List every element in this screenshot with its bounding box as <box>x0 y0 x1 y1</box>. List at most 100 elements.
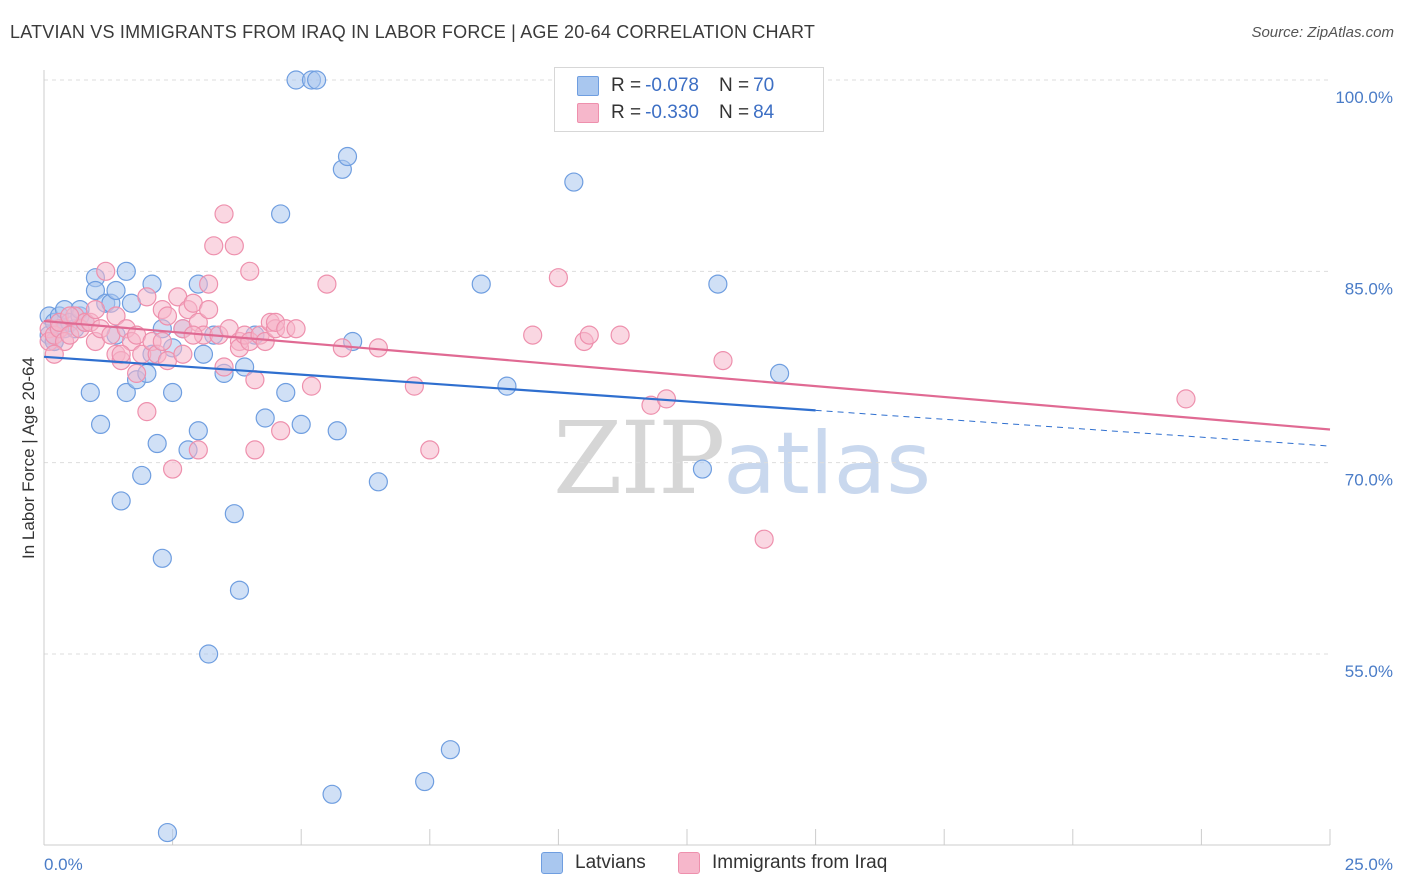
latvian-point <box>692 459 713 479</box>
iraq-point <box>163 459 183 479</box>
legend-row-latvians: R = -0.078 N = 70 <box>577 73 774 99</box>
iraq-point <box>214 357 234 377</box>
latvian-point <box>199 644 219 664</box>
iraq-point <box>199 300 219 320</box>
latvian-point <box>471 274 491 294</box>
iraq-point <box>523 325 543 345</box>
iraq-point <box>96 261 116 281</box>
iraq-point <box>152 331 172 352</box>
iraq-point <box>420 440 440 460</box>
latvian-point <box>116 382 136 403</box>
x-tick-label: 0.0% <box>44 855 83 874</box>
legend-row-iraq: R = -0.330 N = 84 <box>577 100 774 126</box>
iraq-point <box>1176 389 1196 409</box>
latvian-point <box>497 376 517 396</box>
legend-n-label: N = <box>718 102 750 123</box>
iraq-point <box>301 376 322 396</box>
legend-item-iraq: Immigrants from Iraq <box>678 852 887 874</box>
legend-swatch-latvians <box>577 76 599 96</box>
legend-n-value: 70 <box>753 75 775 96</box>
latvian-point <box>769 363 790 383</box>
latvian-point <box>276 382 296 403</box>
latvian-point <box>111 491 131 511</box>
latvian-trend-line <box>43 355 816 412</box>
latvian-point <box>80 382 100 403</box>
latvian-point <box>229 580 250 600</box>
iraq-point <box>137 287 157 307</box>
iraq-point <box>106 306 126 326</box>
legend-n-value: 84 <box>753 102 775 123</box>
iraq-point <box>404 376 424 396</box>
latvian-point <box>708 274 728 294</box>
iraq-point <box>60 306 80 326</box>
iraq-point <box>224 236 244 256</box>
stats-legend: R = -0.078 N = 70 R = -0.330 N = 84 <box>554 67 824 132</box>
latvian-point <box>90 414 111 434</box>
legend-swatch-iraq <box>678 852 700 874</box>
iraq-point <box>579 325 599 345</box>
latvian-point <box>132 465 152 486</box>
y-tick-label: 70.0% <box>1345 471 1393 490</box>
iraq-point <box>137 402 157 422</box>
legend-r-value: -0.330 <box>645 102 699 123</box>
iraq-point <box>548 268 569 288</box>
watermark: ZIPatlas <box>553 400 931 517</box>
latvian-point <box>368 472 388 492</box>
iraq-point <box>199 274 219 294</box>
iraq-point <box>44 344 64 364</box>
latvian-trend-extension <box>815 409 1331 447</box>
y-tick-label: 100.0% <box>1335 88 1393 107</box>
latvian-point <box>271 204 291 224</box>
latvian-point <box>163 382 183 403</box>
latvian-point <box>322 784 342 804</box>
legend-r-label: R = <box>611 75 642 96</box>
iraq-point <box>126 363 147 383</box>
iraq-point <box>204 236 224 256</box>
latvian-point <box>157 822 178 843</box>
iraq-point <box>286 319 306 339</box>
iraq-point <box>240 261 260 281</box>
latvian-point <box>415 771 435 792</box>
iraq-point <box>85 300 106 320</box>
iraq-trend-line <box>43 319 1331 431</box>
legend-label-latvians: Latvians <box>575 852 646 873</box>
latvian-point <box>337 146 358 167</box>
source-credit: Source: ZipAtlas.com <box>1251 24 1394 41</box>
latvian-point <box>116 261 136 281</box>
legend-swatch-iraq <box>577 103 599 123</box>
latvian-point <box>188 421 208 441</box>
latvian-point <box>440 740 460 760</box>
legend-r-value: -0.078 <box>645 75 699 96</box>
legend-item-latvians: Latvians <box>541 852 646 874</box>
y-tick-label: 85.0% <box>1345 279 1393 298</box>
y-axis-label: In Labor Force | Age 20-64 <box>19 357 38 559</box>
iraq-point <box>214 204 234 224</box>
latvian-point <box>291 414 311 434</box>
iraq-point <box>610 325 630 345</box>
legend-r-label: R = <box>611 102 642 123</box>
latvian-point <box>564 172 584 192</box>
iraq-point <box>754 529 774 549</box>
iraq-point <box>111 344 131 364</box>
iraq-point <box>173 344 193 364</box>
latvian-point <box>327 421 347 441</box>
latvian-point <box>152 548 172 568</box>
latvian-point <box>106 280 126 301</box>
y-tick-label: 55.0% <box>1345 662 1393 681</box>
latvian-point <box>307 70 327 90</box>
iraq-point <box>271 421 291 441</box>
legend-swatch-latvians <box>541 852 563 874</box>
legend-label-iraq: Immigrants from Iraq <box>712 852 888 873</box>
watermark-atlas: atlas <box>723 414 932 514</box>
watermark-zip: ZIP <box>553 400 725 517</box>
x-tick-label: 25.0% <box>1345 855 1393 874</box>
iraq-point <box>245 370 265 390</box>
iraq-point <box>188 440 208 460</box>
iraq-point <box>245 440 265 460</box>
iraq-point <box>317 274 337 294</box>
latvian-point <box>255 408 275 428</box>
iraq-point <box>157 306 178 326</box>
iraq-point <box>713 351 733 371</box>
legend-n-label: N = <box>718 75 750 96</box>
